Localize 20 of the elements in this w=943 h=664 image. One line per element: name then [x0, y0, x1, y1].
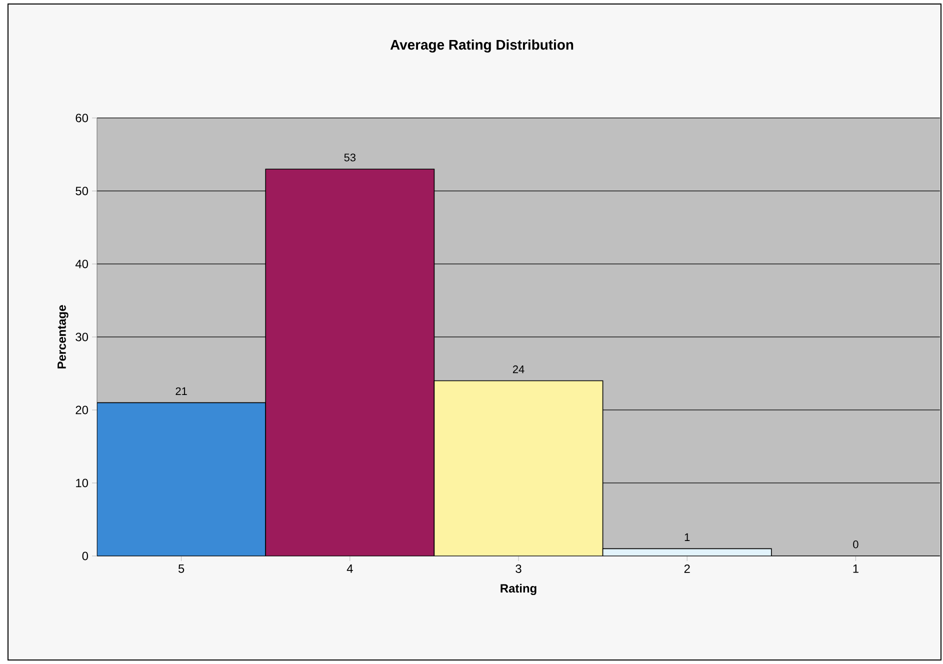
data-label: 53 — [344, 154, 356, 162]
y-tick-label: 30 — [76, 332, 88, 342]
data-label: 21 — [176, 387, 187, 395]
y-tick-label: 10 — [76, 478, 88, 488]
y-tick-label: 20 — [76, 406, 88, 414]
y-tick-label: 50 — [76, 186, 88, 196]
x-axis-title: Rating — [500, 584, 536, 596]
y-tick-label: 0 — [82, 552, 88, 560]
y-tick-label: 40 — [75, 260, 88, 268]
y-axis-title: Percentage — [58, 305, 68, 368]
data-label: 0 — [853, 540, 858, 548]
y-tick-label: 60 — [76, 114, 88, 122]
data-label: 1 — [684, 533, 690, 541]
data-label: 24 — [512, 365, 524, 374]
x-tick-label: 4 — [346, 564, 353, 573]
x-tick-label: 5 — [178, 564, 184, 573]
chart-title: Average Rating Distribution — [390, 39, 574, 53]
x-tick-label: 3 — [516, 564, 522, 573]
x-tick-label: 2 — [684, 564, 690, 573]
x-tick-label: 1 — [853, 564, 858, 573]
